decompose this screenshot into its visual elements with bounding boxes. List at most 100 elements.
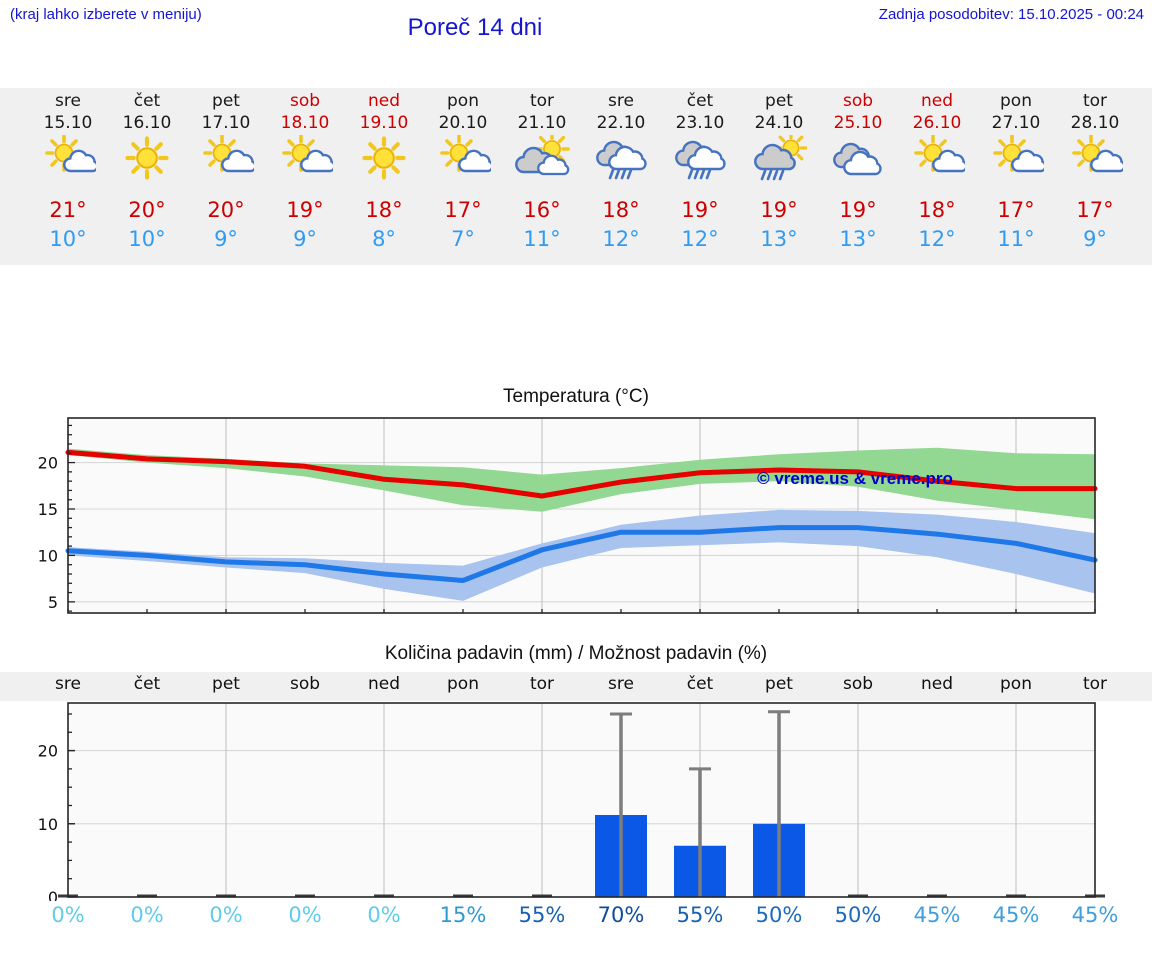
precip-probability: 0% xyxy=(51,903,85,927)
precip-probability: 70% xyxy=(597,903,645,927)
sun-rain-icon xyxy=(751,135,807,181)
svg-text:20: 20 xyxy=(38,454,58,473)
day-column: čet 23.10 19° 12° xyxy=(661,88,740,265)
day-column: ned 19.10 18° 8° xyxy=(345,88,424,265)
zero-rain-dash xyxy=(374,894,394,898)
max-temperature-line xyxy=(65,449,1098,499)
day-date: 18.10 xyxy=(280,113,330,133)
high-temp: 16° xyxy=(523,198,561,222)
precip-day-label: čet xyxy=(686,674,714,694)
day-date: 28.10 xyxy=(1070,113,1120,133)
precip-probability: 55% xyxy=(518,903,566,927)
day-date: 23.10 xyxy=(675,113,725,133)
low-temp: 9° xyxy=(1083,227,1107,251)
day-name: ned xyxy=(920,91,954,111)
day-name: sre xyxy=(608,91,634,111)
low-temp: 11° xyxy=(523,227,561,251)
day-name: tor xyxy=(1082,91,1108,111)
precip-day-label: tor xyxy=(529,674,555,694)
rain-icon xyxy=(672,135,728,181)
low-temp: 12° xyxy=(602,227,640,251)
day-date: 21.10 xyxy=(517,113,567,133)
day-column: ned 26.10 18° 12° xyxy=(898,88,977,265)
svg-text:20: 20 xyxy=(38,742,58,761)
day-date: 25.10 xyxy=(833,113,883,133)
day-name: pet xyxy=(765,91,793,111)
day-column: pet 17.10 20° 9° xyxy=(187,88,266,265)
precip-probability: 50% xyxy=(834,903,882,927)
precip-day-label: sre xyxy=(608,674,634,694)
zero-rain-dash xyxy=(848,894,868,898)
svg-text:10: 10 xyxy=(38,546,58,565)
zero-rain-dash xyxy=(1006,894,1026,898)
day-column: tor 21.10 16° 11° xyxy=(503,88,582,265)
sun-cloud-icon xyxy=(435,135,491,181)
watermark-link[interactable]: © vreme.us & vreme.pro xyxy=(757,469,953,488)
svg-text:5: 5 xyxy=(48,593,58,612)
precip-day-label: sob xyxy=(842,674,874,694)
high-temp: 20° xyxy=(207,198,245,222)
low-temp: 10° xyxy=(128,227,166,251)
low-temp: 8° xyxy=(372,227,396,251)
low-temp: 13° xyxy=(839,227,877,251)
precip-probability: 45% xyxy=(913,903,961,927)
low-temp: 12° xyxy=(681,227,719,251)
high-temp: 18° xyxy=(918,198,956,222)
sun-icon xyxy=(119,135,175,181)
high-temp: 20° xyxy=(128,198,166,222)
day-name: sob xyxy=(289,91,321,111)
day-date: 20.10 xyxy=(438,113,488,133)
precip-day-label: ned xyxy=(920,674,954,694)
temperature-chart-title: Temperatura (°C) xyxy=(503,386,649,407)
sun-cloud-icon xyxy=(909,135,965,181)
sun-cloud-icon xyxy=(198,135,254,181)
zero-rain-dash xyxy=(295,894,315,898)
day-date: 19.10 xyxy=(359,113,409,133)
precipitation-chart: 0 10 20 xyxy=(38,702,1105,901)
precipitation-probability-row: 0% 0% 0% 0% 0% 15% 55% 70% 55% 50% 50% 45% 45% 45% xyxy=(0,901,1152,933)
low-temp: 12° xyxy=(918,227,956,251)
day-column: čet 16.10 20° 10° xyxy=(108,88,187,265)
precip-day-label: pon xyxy=(1000,674,1032,694)
precip-day-label: pet xyxy=(212,674,240,694)
day-column: tor 28.10 17° 9° xyxy=(1056,88,1135,265)
zero-rain-dash xyxy=(453,894,473,898)
zero-rain-dash xyxy=(216,894,236,898)
low-temp: 9° xyxy=(214,227,238,251)
sun-cloud-icon xyxy=(988,135,1044,181)
precip-probability: 0% xyxy=(367,903,401,927)
precipitation-day-labels: sre čet pet sob ned pon tor sre čet pet sob ned pon t… xyxy=(0,672,1152,701)
precip-probability: 50% xyxy=(755,903,803,927)
zero-rain-dash xyxy=(137,894,157,898)
last-update-text: Zadnja posodobitev: 15.10.2025 - 00:24 xyxy=(878,6,1144,23)
mostly-cloudy-icon xyxy=(514,135,570,181)
high-temp: 21° xyxy=(49,198,87,222)
day-name: čet xyxy=(133,91,161,111)
page-title: Poreč 14 dni xyxy=(407,14,543,41)
day-date: 24.10 xyxy=(754,113,804,133)
day-column: sre 22.10 18° 12° xyxy=(582,88,661,265)
precip-probability: 0% xyxy=(130,903,164,927)
sun-cloud-icon xyxy=(40,135,96,181)
low-temp: 11° xyxy=(997,227,1035,251)
low-temp: 9° xyxy=(293,227,317,251)
day-name: sre xyxy=(55,91,81,111)
precipitation-chart-title: Količina padavin (mm) / Možnost padavin … xyxy=(384,643,768,664)
high-temp: 19° xyxy=(681,198,719,222)
day-date: 26.10 xyxy=(912,113,962,133)
precip-day-label: sob xyxy=(289,674,321,694)
high-temp: 19° xyxy=(286,198,324,222)
day-name: tor xyxy=(529,91,555,111)
forecast-strip: sre 15.10 21° 10° čet 16.10 20° 10° pet 17.10 20° 9… xyxy=(0,88,1152,265)
sun-cloud-icon xyxy=(1067,135,1123,181)
precip-probability: 15% xyxy=(439,903,487,927)
day-date: 22.10 xyxy=(596,113,646,133)
precip-day-label: sre xyxy=(55,674,81,694)
precip-probability: 45% xyxy=(1071,903,1119,927)
high-temp: 18° xyxy=(365,198,403,222)
precip-probability: 45% xyxy=(992,903,1040,927)
day-date: 15.10 xyxy=(43,113,93,133)
day-date: 16.10 xyxy=(122,113,172,133)
day-date: 17.10 xyxy=(201,113,251,133)
